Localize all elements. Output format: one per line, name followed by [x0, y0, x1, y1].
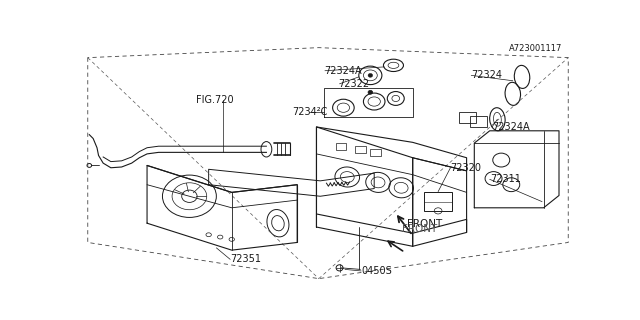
Text: 72351: 72351: [230, 254, 261, 264]
Ellipse shape: [368, 73, 372, 77]
Text: FRONT: FRONT: [402, 224, 437, 234]
Text: 72324: 72324: [471, 70, 502, 80]
Text: 72324A: 72324A: [324, 66, 362, 76]
Text: A723001117: A723001117: [509, 44, 563, 53]
Text: FIG.720: FIG.720: [196, 95, 233, 105]
Bar: [355, 146, 365, 153]
Bar: [371, 149, 381, 156]
Text: FRONT: FRONT: [406, 219, 442, 229]
Ellipse shape: [368, 90, 372, 94]
Bar: [424, 192, 452, 211]
Text: 72322: 72322: [338, 79, 369, 89]
Text: 7234²C: 7234²C: [292, 107, 328, 116]
Text: 72320: 72320: [451, 163, 481, 173]
Text: 72311: 72311: [490, 174, 520, 184]
Bar: [336, 143, 346, 150]
Text: 0450S: 0450S: [361, 266, 392, 276]
Text: 72324A: 72324A: [492, 122, 530, 132]
Bar: [459, 112, 476, 123]
Bar: [470, 116, 488, 127]
